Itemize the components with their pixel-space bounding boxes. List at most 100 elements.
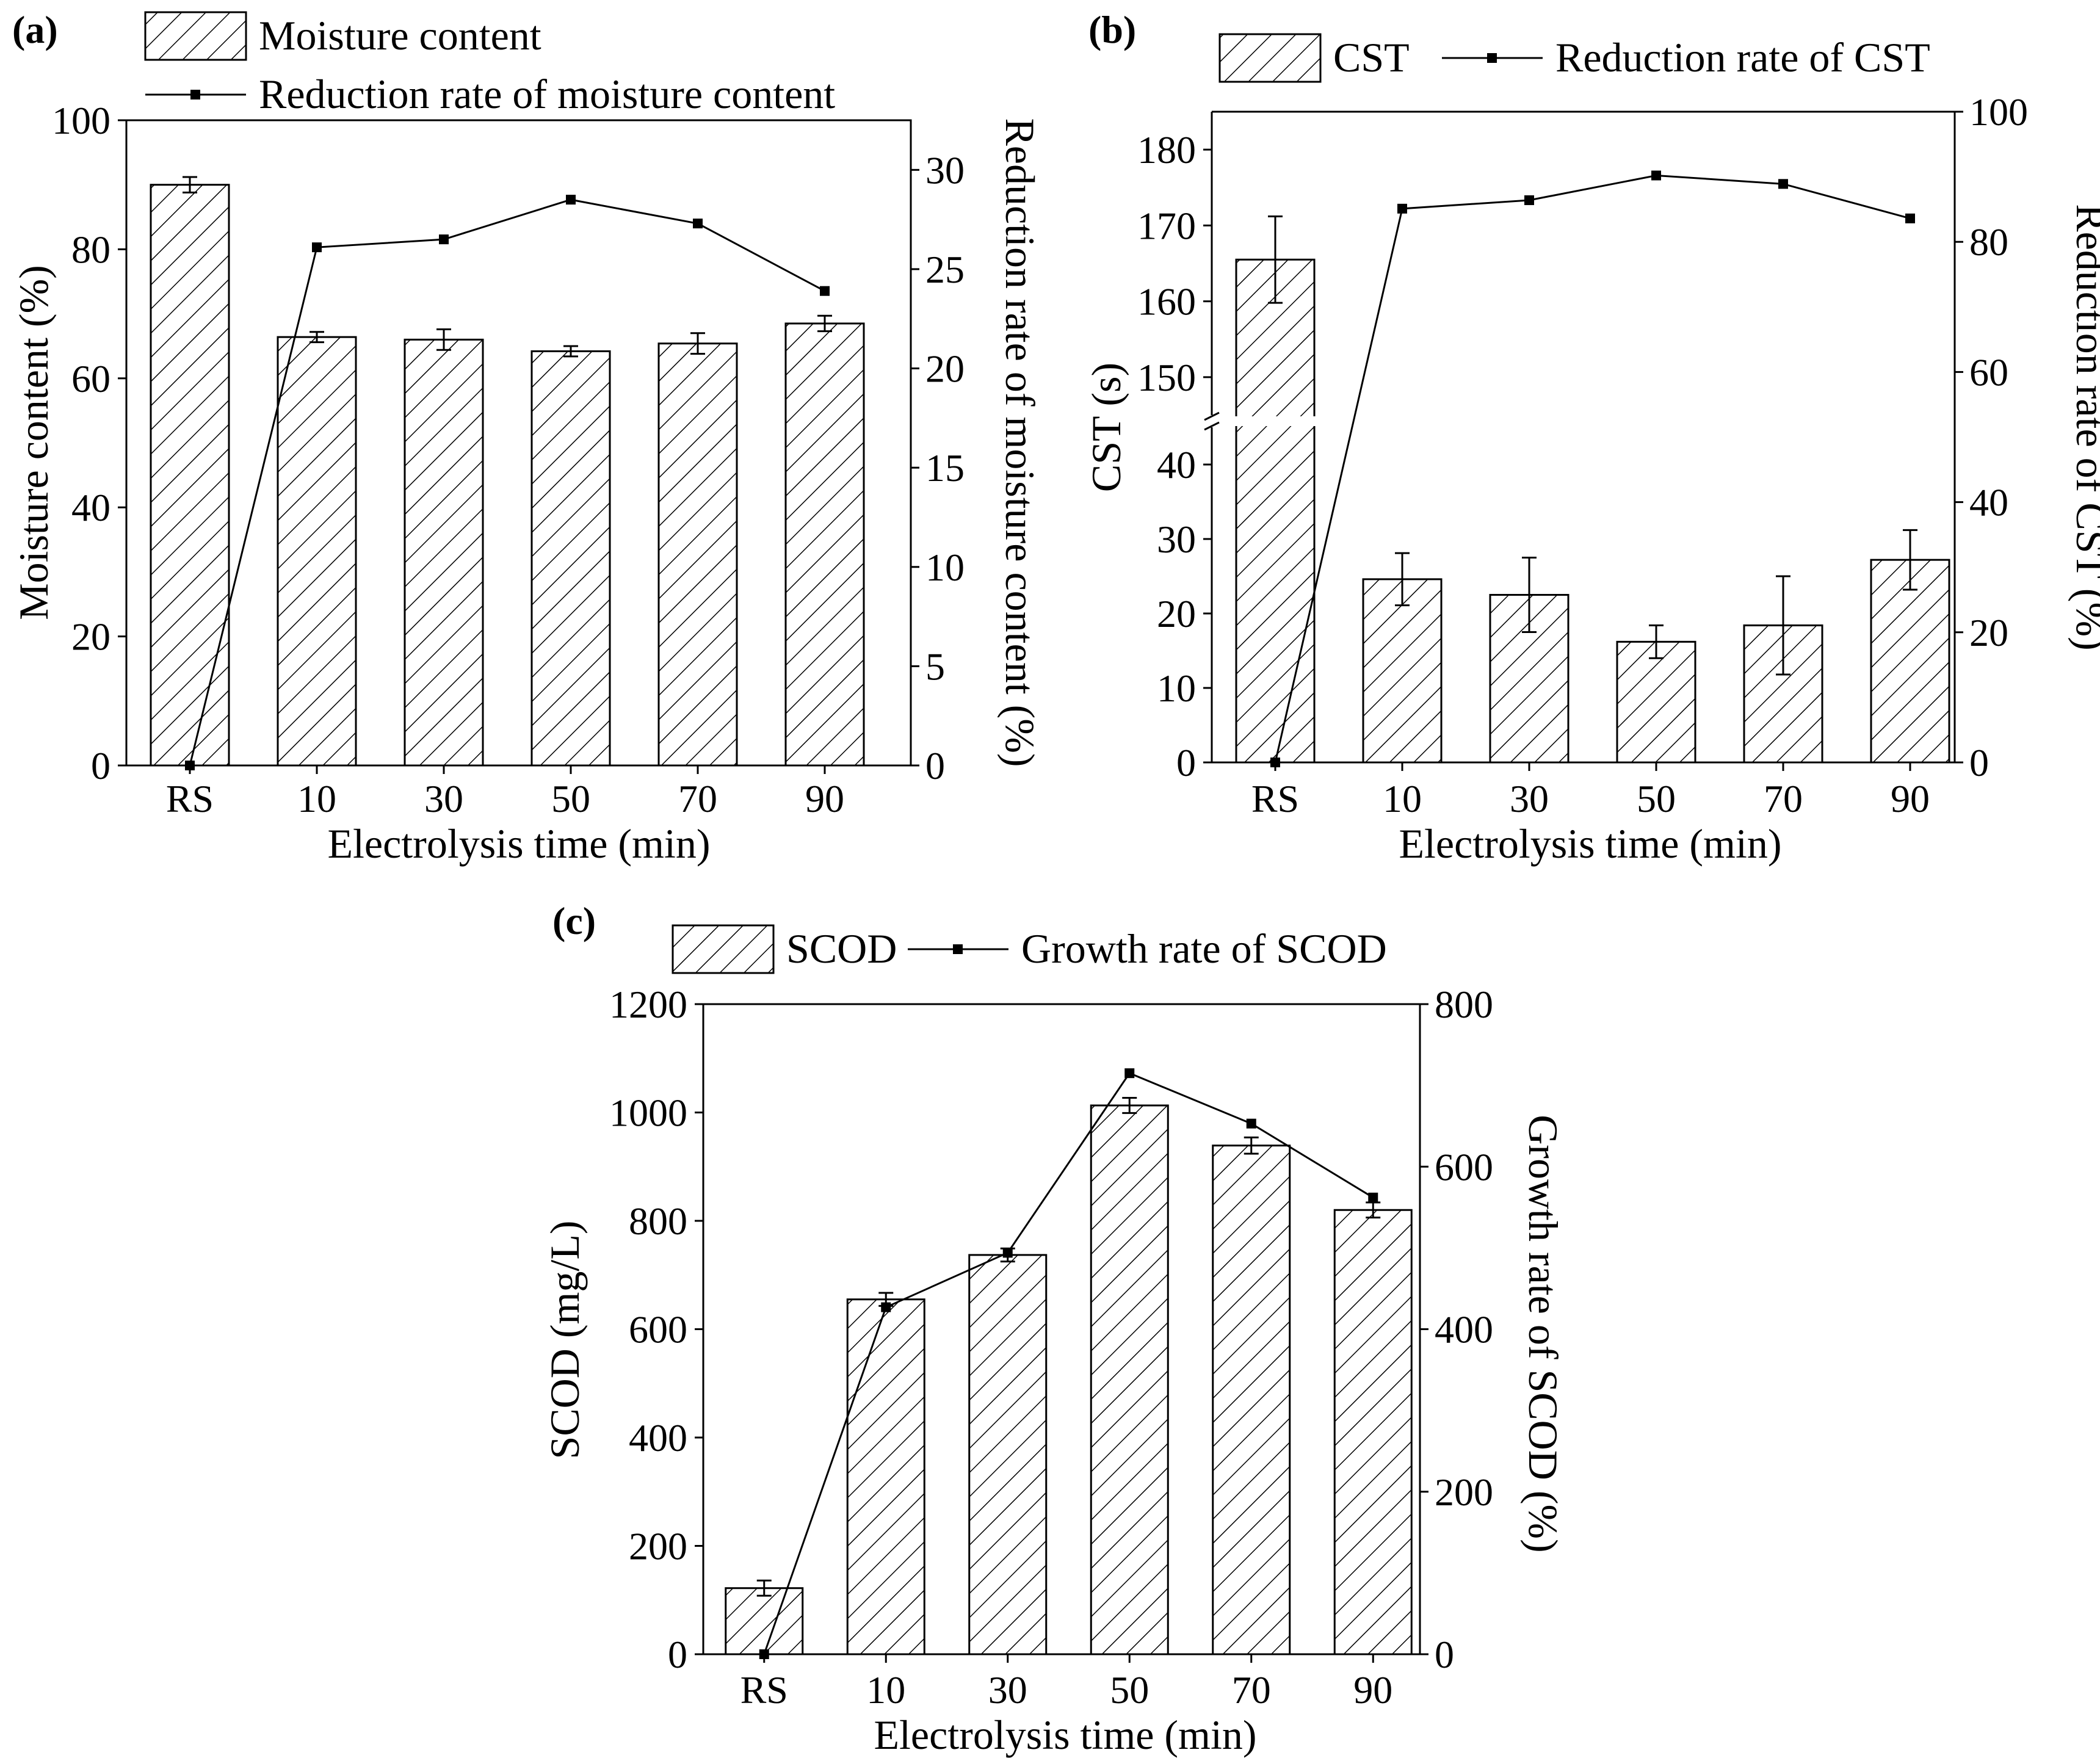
panel-label: (b) — [1088, 8, 1136, 51]
x-axis-title: Electrolysis time (min) — [1399, 820, 1782, 867]
left-axis-title: CST (s) — [1083, 363, 1129, 492]
axis-break-gap — [1207, 416, 1960, 426]
x-tick-label-30: 30 — [1510, 777, 1549, 820]
axis-break-mark-lower — [1204, 421, 1220, 431]
x-axis-title: Electrolysis time (min) — [874, 1712, 1257, 1758]
x-tick-label-70: 70 — [1764, 777, 1803, 820]
line-point-50 — [1651, 170, 1661, 181]
line-point-70 — [1778, 179, 1788, 189]
right-tick-label: 10 — [925, 546, 965, 589]
legend-line-label: Reduction rate of moisture content — [259, 71, 835, 117]
right-axis-title: Reduction rate of moisture content (%) — [997, 118, 1043, 767]
panel-label: (c) — [552, 899, 596, 942]
left-axis-title: SCOD (mg/L) — [541, 1221, 588, 1460]
legend: SCOD Growth rate of SCOD — [672, 924, 1387, 974]
bar-90 — [784, 322, 865, 767]
right-tick-label: 0 — [1435, 1633, 1454, 1676]
legend: CST Reduction rate of CST — [1218, 33, 1930, 83]
right-tick-label: 30 — [925, 148, 965, 192]
left-tick-label: 200 — [629, 1525, 687, 1568]
left-tick-label: 80 — [71, 228, 110, 271]
legend-line-label: Reduction rate of CST — [1555, 34, 1930, 81]
x-tick-label-30: 30 — [424, 777, 463, 820]
legend-line-marker — [1487, 53, 1497, 63]
right-tick-label: 0 — [925, 744, 945, 787]
line-point-90 — [1905, 213, 1915, 223]
chart-panel-b: 0 10 20 30 40 150 160 170 180 0 20 40 60 80 100 RS 10 30 5… — [1083, 8, 2100, 867]
legend-bar-swatch — [1218, 33, 1322, 83]
left-tick-label: 20 — [71, 615, 110, 659]
legend: Moisture content Reduction rate of moistu… — [144, 11, 835, 117]
bar-10 — [277, 336, 357, 767]
left-tick-label: 180 — [1137, 128, 1196, 172]
bar-series — [1235, 215, 1950, 764]
bar-RS — [150, 184, 230, 767]
line-series — [1274, 174, 1911, 763]
right-axis-title: Reduction rate of CST (%) — [2068, 204, 2100, 650]
legend-bar-label: SCOD — [786, 925, 897, 972]
x-tick-label-RS: RS — [1251, 777, 1299, 820]
right-tick-label: 5 — [925, 645, 945, 688]
bar-10 — [1362, 578, 1443, 764]
bar-10 — [846, 1298, 925, 1655]
panel-label: (a) — [12, 8, 58, 51]
x-tick-label-50: 50 — [1637, 777, 1676, 820]
legend-bar-swatch — [672, 924, 775, 974]
x-tick-label-90: 90 — [1891, 777, 1930, 820]
right-tick-label: 600 — [1435, 1145, 1493, 1188]
right-tick-label: 400 — [1435, 1308, 1493, 1351]
bar-RS — [1235, 258, 1316, 764]
left-tick-label: 10 — [1157, 667, 1196, 710]
bar-50 — [530, 350, 611, 767]
left-tick-label: 60 — [71, 357, 110, 400]
right-axis-title: Growth rate of SCOD (%) — [1520, 1115, 1566, 1553]
line-point-70 — [693, 219, 703, 229]
x-axis-title: Electrolysis time (min) — [328, 820, 711, 867]
line-point-30 — [1002, 1248, 1013, 1258]
left-tick-label: 0 — [668, 1633, 687, 1676]
x-tick-label-RS: RS — [166, 777, 214, 820]
line-point-90 — [1368, 1192, 1378, 1203]
line-point-10 — [1397, 203, 1407, 214]
left-tick-label: 30 — [1157, 518, 1196, 561]
left-tick-label: 40 — [1157, 443, 1196, 487]
x-tick-label-90: 90 — [805, 777, 844, 820]
left-tick-label: 160 — [1137, 280, 1196, 324]
left-tick-label: 0 — [1176, 741, 1196, 784]
x-tick-label-70: 70 — [1232, 1668, 1271, 1712]
bar-RS — [725, 1587, 804, 1655]
legend-bar-label: Moisture content — [259, 12, 541, 59]
left-tick-label: 100 — [52, 99, 110, 142]
legend-line-marker — [190, 90, 200, 99]
line-point-30 — [1524, 195, 1534, 205]
line-point-50 — [566, 195, 576, 205]
x-tick-label-90: 90 — [1353, 1668, 1392, 1712]
chart-panel-c: 0 200 400 600 800 1000 1200 0 200 400 600 800 RS 10 30… — [541, 899, 1566, 1758]
bar-90 — [1870, 559, 1950, 764]
bar-30 — [404, 338, 484, 767]
bar-70 — [1212, 1145, 1291, 1655]
chart-panel-a: 0 20 40 60 80 100 0 5 10 15 20 25 30 RS 10 30 50 70 90 Elec… — [10, 8, 1043, 867]
right-tick-label: 20 — [1969, 611, 2008, 654]
line-series — [763, 1072, 1374, 1655]
bar-50 — [1090, 1104, 1169, 1655]
right-tick-label: 20 — [925, 347, 965, 391]
line-point-50 — [1124, 1068, 1135, 1079]
left-tick-label: 20 — [1157, 592, 1196, 635]
right-tick-label: 15 — [925, 446, 965, 490]
line-series — [189, 198, 825, 766]
right-tick-label: 40 — [1969, 481, 2008, 524]
legend-line-label: Growth rate of SCOD — [1021, 925, 1387, 972]
line-point-90 — [820, 286, 830, 296]
legend-line-marker — [953, 944, 963, 954]
plot-frame — [125, 119, 912, 767]
legend-bar-label: CST — [1333, 34, 1410, 81]
left-tick-label: 40 — [71, 486, 110, 529]
line-point-10 — [312, 242, 322, 253]
bar-series — [150, 176, 865, 767]
right-tick-label: 80 — [1969, 220, 2008, 264]
bar-series — [725, 1097, 1413, 1655]
bar-90 — [1333, 1209, 1413, 1655]
right-tick-label: 100 — [1969, 90, 2028, 134]
x-tick-label-10: 10 — [1383, 777, 1422, 820]
